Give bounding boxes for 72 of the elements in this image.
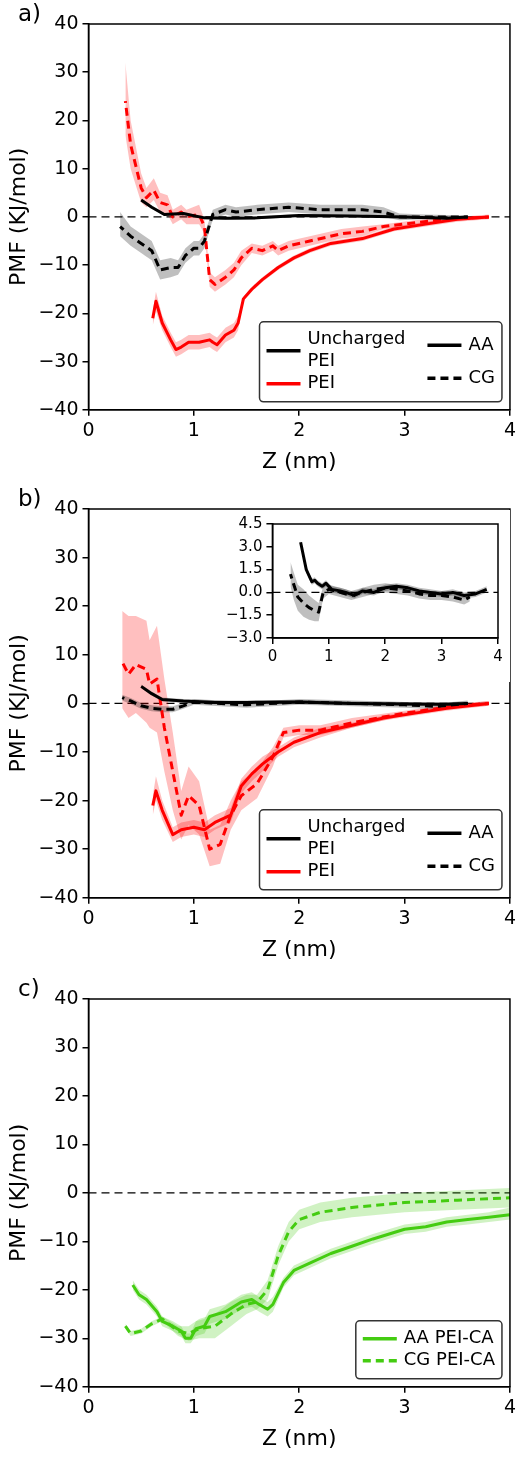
x-tick-label: 4 <box>503 1395 516 1418</box>
y-tick-label: −3.0 <box>225 627 263 646</box>
legend-label: Uncharged PEI <box>307 815 406 859</box>
y-axis-title: PMF (KJ/mol) <box>4 147 30 287</box>
y-tick-label: −30 <box>38 348 79 371</box>
y-tick-label: 40 <box>54 495 79 518</box>
chart-title: b) <box>18 485 42 512</box>
x-tick-label: 0 <box>82 418 95 441</box>
legend-label: PEI <box>307 371 336 393</box>
x-tick-label: 0 <box>82 1395 95 1418</box>
y-tick-label: −40 <box>38 1373 79 1396</box>
y-tick-label: −20 <box>38 300 79 323</box>
y-tick-label: 40 <box>54 985 79 1008</box>
legend-label: PEI <box>307 859 336 881</box>
legend-label: Uncharged PEI <box>307 327 406 371</box>
y-tick-label: −10 <box>38 1228 79 1251</box>
y-tick-label: −40 <box>38 884 79 907</box>
x-axis-title: Z (nm) <box>261 1424 337 1450</box>
y-tick-label: 10 <box>54 641 79 664</box>
x-tick-label: 1 <box>187 1395 200 1418</box>
x-tick-label: 4 <box>503 906 516 929</box>
y-tick-label: 20 <box>54 107 79 130</box>
y-tick-label: −20 <box>38 1276 79 1299</box>
x-tick-label: 2 <box>293 906 306 929</box>
x-tick-label: 2 <box>293 418 306 441</box>
y-tick-label: −40 <box>38 396 79 419</box>
y-tick-label: −30 <box>38 836 79 859</box>
x-tick-label: 0 <box>82 906 95 929</box>
y-tick-label: −30 <box>38 1325 79 1348</box>
y-tick-label: 30 <box>54 544 79 567</box>
y-tick-label: 0 <box>66 690 79 713</box>
legend-label: CG PEI-CA <box>403 1348 496 1370</box>
x-tick-label: 3 <box>398 1395 411 1418</box>
y-tick-label: 30 <box>54 1034 79 1057</box>
y-tick-label: 1.5 <box>238 559 263 578</box>
y-axis-title: PMF (KJ/mol) <box>4 634 30 773</box>
annotation: AA <box>468 332 495 354</box>
annotation: CG <box>468 365 495 387</box>
y-tick-label: 30 <box>54 59 79 82</box>
legend-label: AA PEI-CA <box>403 1326 495 1348</box>
x-tick-label: 0 <box>267 646 278 665</box>
x-tick-label: 2 <box>293 1395 306 1418</box>
x-tick-label: 1 <box>187 906 200 929</box>
x-tick-label: 3 <box>398 418 411 441</box>
chart-title: a) <box>18 0 42 27</box>
y-tick-label: 0.0 <box>238 582 263 601</box>
x-tick-label: 3 <box>398 906 411 929</box>
x-axis-title: Z (nm) <box>261 935 337 961</box>
y-tick-label: −10 <box>38 738 79 761</box>
y-tick-label: 4.5 <box>238 513 263 532</box>
x-tick-label: 4 <box>493 646 503 665</box>
annotation: AA <box>468 820 495 842</box>
chart-title: c) <box>18 975 40 1002</box>
y-tick-label: 0 <box>66 1179 79 1202</box>
y-tick-label: 3.0 <box>238 536 263 555</box>
x-tick-label: 4 <box>503 418 516 441</box>
y-tick-label: 40 <box>54 10 79 33</box>
x-tick-label: 3 <box>436 646 447 665</box>
y-tick-label: −20 <box>38 787 79 810</box>
x-tick-label: 2 <box>380 646 390 665</box>
x-tick-label: 1 <box>187 418 200 441</box>
y-tick-label: 20 <box>54 593 79 616</box>
y-tick-label: 10 <box>54 1131 79 1154</box>
y-tick-label: 20 <box>54 1082 79 1105</box>
y-tick-label: −1.5 <box>225 605 263 624</box>
x-axis-title: Z (nm) <box>261 447 337 473</box>
y-tick-label: −10 <box>38 252 79 275</box>
x-tick-label: 1 <box>324 646 334 665</box>
annotation: CG <box>468 853 495 875</box>
y-axis-title: PMF (KJ/mol) <box>4 1123 30 1263</box>
y-tick-label: 0 <box>66 203 79 226</box>
y-tick-label: 10 <box>54 155 79 178</box>
